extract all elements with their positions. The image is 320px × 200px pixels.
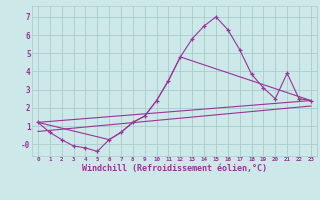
X-axis label: Windchill (Refroidissement éolien,°C): Windchill (Refroidissement éolien,°C) [82,164,267,173]
